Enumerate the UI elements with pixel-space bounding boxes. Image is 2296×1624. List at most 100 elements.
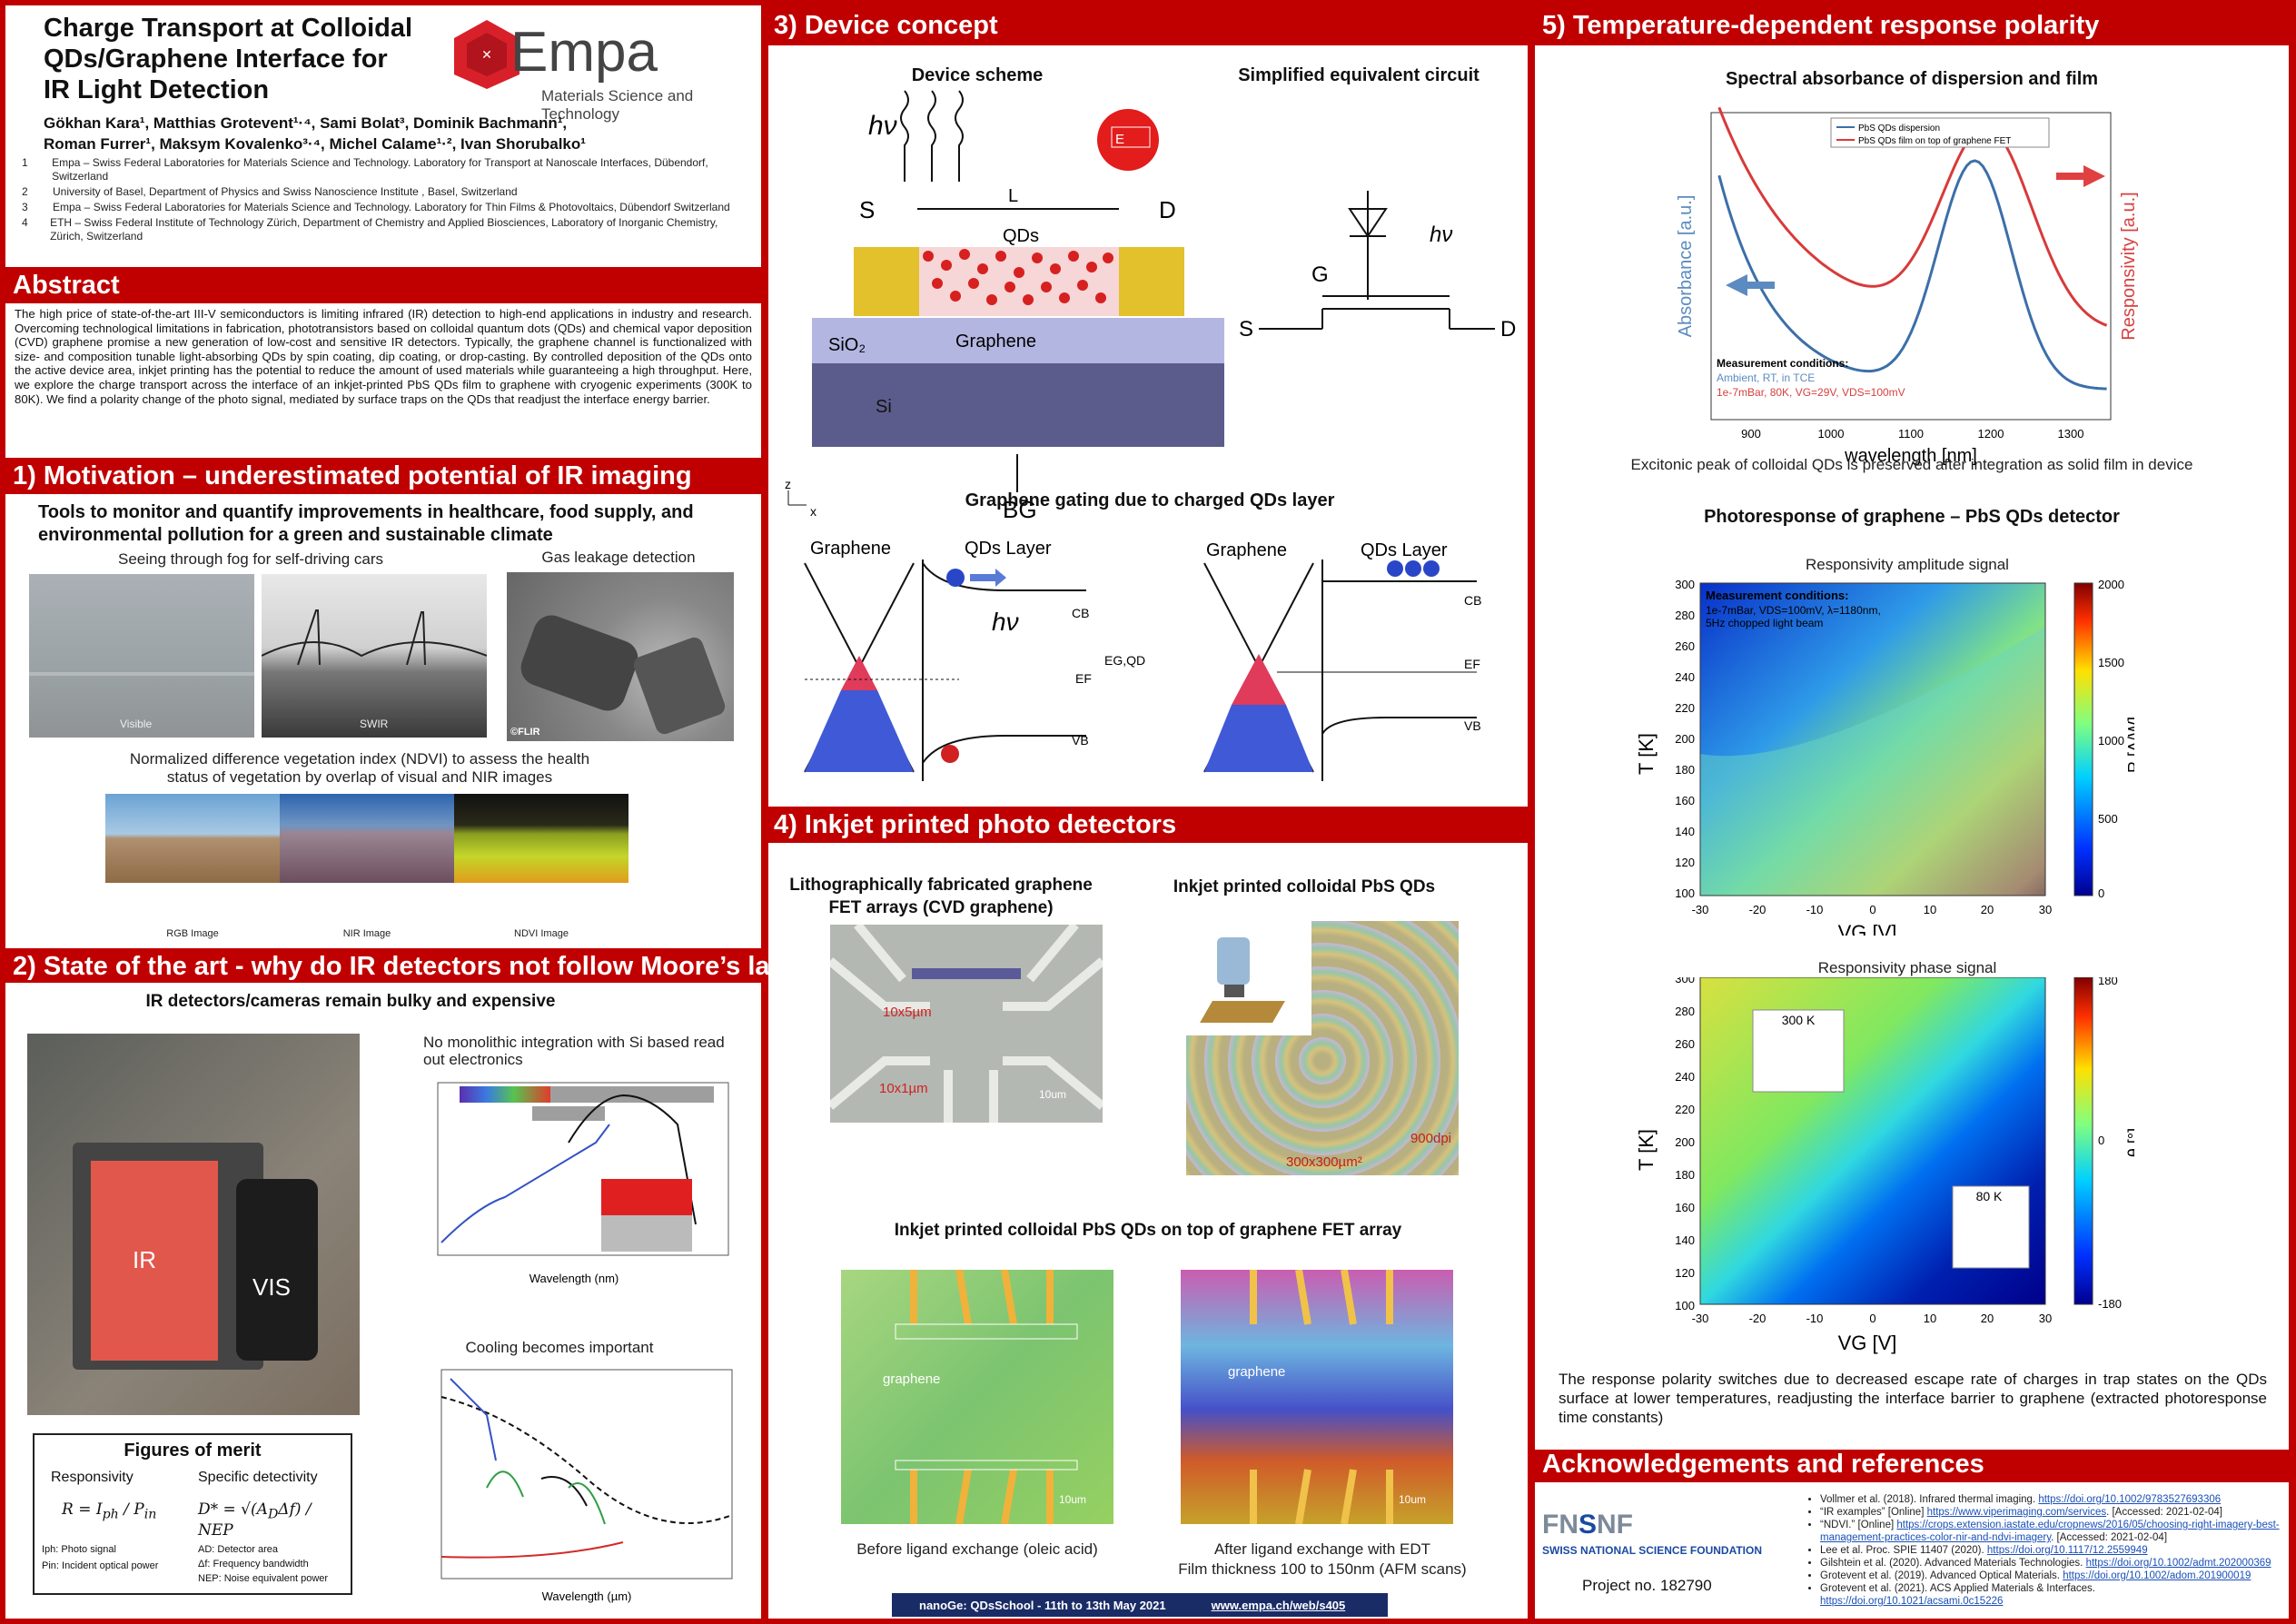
temp-box: Spectral absorbance of dispersion and fi… [1535, 45, 2289, 1450]
spectral-chart: 900 1000 1100 1200 1300 wavelength [nm] Absorb… [1676, 106, 2139, 466]
litho-label-10x1: 10x1µm [879, 1081, 928, 1096]
reference-item: Grotevent et al. (2019). Advanced Optica… [1820, 1570, 2280, 1582]
svg-text:hν: hν [868, 111, 897, 141]
hm-cond1: 1e-7mBar, VDS=100mV, λ=1180nm, [1706, 604, 1881, 617]
device-box: Device scheme Simplified equivalent circ… [768, 45, 1528, 807]
reference-item: “IR examples” [Online] https://www.viper… [1820, 1506, 2280, 1519]
source-label: S [859, 196, 875, 223]
svg-text:VB: VB [1072, 733, 1089, 748]
svg-text:30: 30 [2039, 903, 2052, 916]
svg-text:10: 10 [1924, 903, 1936, 916]
fom-nep: NEP: Noise equivalent power [198, 1573, 329, 1584]
svg-text:1500: 1500 [2098, 656, 2124, 669]
svg-text:-30: -30 [1692, 1312, 1709, 1325]
size-label: 300x300µm² [1286, 1154, 1362, 1170]
detectivity-chart: Wavelength (µm) [440, 1369, 733, 1603]
fom-responsivity: Responsivity [51, 1470, 134, 1485]
svg-text:30: 30 [2039, 1312, 2052, 1325]
svg-text:Wavelength (µm): Wavelength (µm) [542, 1589, 632, 1603]
meas-cond2: 1e-7mBar, 80K, VG=29V, VDS=100mV [1717, 386, 1905, 399]
fom-ad: AD: Detector area [198, 1544, 279, 1555]
svg-text:280: 280 [1675, 609, 1695, 622]
svg-text:0: 0 [2098, 1134, 2104, 1147]
svg-text:-180: -180 [2098, 1297, 2122, 1311]
svg-text:-10: -10 [1806, 1312, 1824, 1325]
litho-label-10x5: 10x5µm [883, 1005, 932, 1020]
svg-text:θ [°]: θ [°] [2125, 1128, 2134, 1157]
inkjet-heading: 4) Inkjet printed photo detectors [774, 810, 1177, 839]
before-ligand-image: graphene 10um [841, 1270, 1113, 1524]
fog-swir-image: SWIR [262, 574, 487, 738]
bg-label: BG [1003, 496, 1037, 523]
svg-text:220: 220 [1675, 701, 1695, 715]
svg-text:200: 200 [1675, 732, 1695, 746]
reference-link[interactable]: https://doi.org/10.1002/admt.202000369 [2085, 1558, 2271, 1569]
after-ligand-image: graphene 10um [1181, 1270, 1453, 1524]
photoresp-title: Photoresponse of graphene – PbS QDs dete… [1704, 507, 2120, 527]
motivation-box: Tools to monitor and quantify improvemen… [5, 494, 761, 948]
svg-text:280: 280 [1675, 1005, 1695, 1018]
cooling-caption: Cooling becomes important [465, 1339, 654, 1356]
graphene-label-before: graphene [883, 1371, 941, 1387]
state-box: IR detectors/cameras remain bulky and ex… [5, 983, 761, 1619]
svg-text:VG [V]: VG [V] [1838, 1332, 1897, 1354]
project-number: Project no. 182790 [1582, 1577, 1712, 1594]
affiliation-3: Empa – Swiss Federal Laboratories for Ma… [53, 201, 730, 213]
svg-text:500: 500 [2098, 812, 2118, 826]
spectral-ylabel-right: Responsivity [a.u.] [2119, 192, 2139, 340]
svg-text:100: 100 [1675, 1299, 1695, 1312]
drain-label: D [1159, 196, 1176, 223]
svg-text:-10: -10 [1806, 903, 1824, 916]
svg-text:R [A/W]: R [A/W] [2125, 717, 2134, 773]
graphene-label-after: graphene [1228, 1364, 1286, 1380]
svg-text:160: 160 [1675, 1201, 1695, 1214]
svg-text:120: 120 [1675, 1266, 1695, 1280]
svg-text:180: 180 [1675, 1168, 1695, 1182]
ndvi-label: NDVI Image [514, 928, 569, 939]
hm-cond2: 5Hz chopped light beam [1706, 617, 1823, 629]
svg-text:E: E [1115, 132, 1124, 147]
reference-item: Gilshtein et al. (2020). Advanced Materi… [1820, 1557, 2280, 1570]
snf-text: SWISS NATIONAL SCIENCE FOUNDATION [1542, 1544, 1763, 1557]
x-tick-label: 1000 [1818, 427, 1845, 441]
reference-link[interactable]: https://doi.org/10.1021/acsami.0c15226 [1820, 1596, 2004, 1607]
affiliation-1: Empa – Swiss Federal Laboratories for Ma… [52, 156, 708, 183]
footer-url[interactable]: www.empa.ch/web/s405 [1211, 1598, 1346, 1612]
svg-text:2000: 2000 [2098, 578, 2124, 591]
svg-text:EF: EF [1464, 657, 1480, 671]
svg-text:20: 20 [1981, 903, 1994, 916]
svg-text:0: 0 [2098, 886, 2104, 900]
dispersion-series [1717, 159, 2107, 391]
rgb-image [105, 794, 280, 883]
svg-text:-20: -20 [1749, 1312, 1767, 1325]
svg-text:260: 260 [1675, 639, 1695, 653]
visible-label: Visible [120, 718, 153, 730]
reference-link[interactable]: https://doi.org/10.1117/12.2559949 [1986, 1545, 2148, 1556]
svg-text:T [K]: T [K] [1635, 1129, 1658, 1171]
reference-link[interactable]: https://doi.org/10.1002/adom.201900019 [2063, 1570, 2251, 1581]
abstract-box: The high price of state-of-the-art III-V… [5, 303, 761, 458]
qds-label: QDs [1003, 226, 1039, 246]
reference-link[interactable]: https://www.viperimaging.com/services [1926, 1507, 2107, 1518]
x-tick-label: 1100 [1898, 427, 1924, 441]
svg-text:10: 10 [1924, 1312, 1936, 1325]
fom-formula-r: R = Iph / Pin [62, 1500, 157, 1522]
svg-text:-20: -20 [1749, 903, 1767, 916]
svg-text:QDs Layer: QDs Layer [965, 539, 1052, 559]
svg-text:180: 180 [2098, 977, 2118, 987]
ack-box: FNSNF SWISS NATIONAL SCIENCE FOUNDATION … [1535, 1482, 2289, 1619]
affiliations: 1 Empa – Swiss Federal Laboratories for M… [22, 156, 748, 243]
svg-text:Graphene: Graphene [1206, 540, 1287, 560]
gqds-label: G [1311, 262, 1329, 287]
svg-text:160: 160 [1675, 794, 1695, 807]
phase-title: Responsivity phase signal [1817, 959, 1997, 976]
svg-text:100: 100 [1675, 886, 1695, 900]
svg-text:S: S [1239, 317, 1253, 342]
reference-link[interactable]: https://crops.extension.iastate.edu/crop… [1820, 1520, 2280, 1543]
ack-heading: Acknowledgements and references [1542, 1450, 1984, 1479]
state-subheading: IR detectors/cameras remain bulky and ex… [145, 992, 556, 1011]
before-scale: 10um [1058, 1493, 1086, 1506]
reference-link[interactable]: https://doi.org/10.1002/9783527693306 [2038, 1494, 2222, 1505]
legend-dispersion: PbS QDs dispersion [1858, 124, 1940, 134]
affiliation-4: ETH – Swiss Federal Institute of Technol… [50, 216, 718, 243]
